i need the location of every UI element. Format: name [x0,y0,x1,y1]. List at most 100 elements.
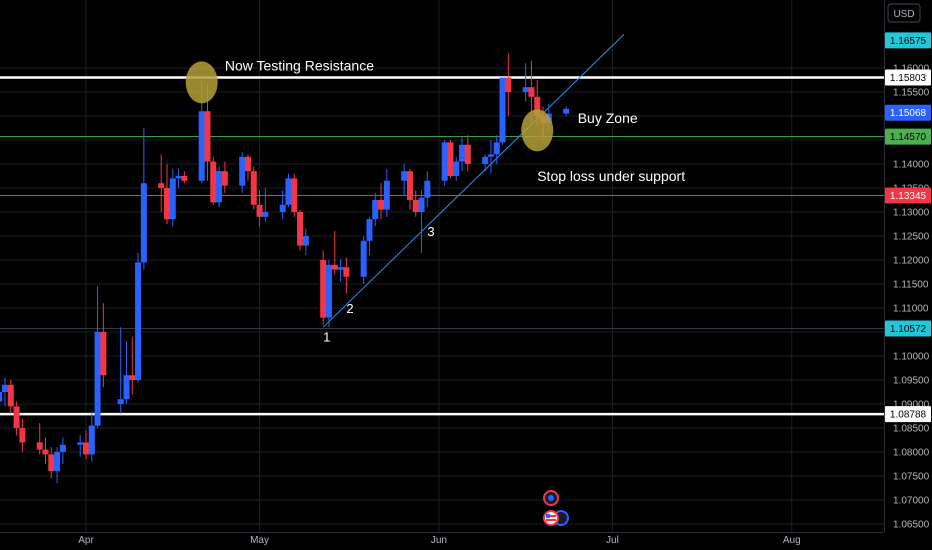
y-tick-label: 1.09000 [893,400,930,411]
candle-body [140,183,147,263]
candle-body [401,171,408,181]
candle-body [528,87,535,97]
candle-body [19,428,26,443]
x-tick-label: Jun [431,535,447,546]
highlight-circles[interactable] [185,61,554,152]
us-flag-icon[interactable] [543,510,569,526]
currency-button[interactable] [887,3,921,23]
candle-body [48,454,55,472]
candle-body [135,262,142,380]
highlight-circle[interactable] [521,109,554,152]
candle-body [482,156,489,164]
y-tick-label: 1.10000 [893,352,930,363]
grid [0,0,884,532]
annotation-text[interactable]: Buy Zone [578,110,638,126]
y-tick-label: 1.16000 [893,64,930,75]
candle-body [7,384,14,407]
candle-body [418,197,425,212]
price-tag-buy-zone [885,128,931,145]
candle-body [169,178,176,220]
candle-body [83,442,89,455]
candle-body [325,264,332,318]
y-tick-label: 1.11000 [893,304,929,315]
candle-body [441,142,448,181]
candle-body [239,156,246,186]
y-tick-label: 1.12000 [893,256,930,267]
candle-body [198,111,205,181]
y-tick-label: 1.15500 [893,88,930,99]
candle-body [378,200,385,210]
highlight-circle[interactable] [185,61,218,104]
y-tick-label: 1.07000 [893,496,930,507]
annotation-text[interactable]: 1 [323,330,330,345]
candle-body [297,212,304,246]
price-tag-support [885,406,931,423]
x-tick-label: May [250,535,269,546]
price-tag-stop-loss [885,187,931,204]
candle-body [210,161,217,203]
candle-body [487,154,494,157]
price-tag-label: 1.08788 [890,410,927,421]
candle-body [250,171,257,205]
candle-body [175,176,182,179]
candle-body [279,204,286,212]
price-tag-label: 1.10572 [890,324,927,335]
candle-body [464,144,471,164]
candle-body [499,77,506,143]
time-axis[interactable]: Apr May Jun Jul Aug [0,532,884,547]
candle-body [424,180,431,198]
annotations[interactable]: Now Testing Resistance Buy Zone Stop loss … [225,57,685,344]
price-tag-label: 1.15803 [890,73,927,84]
price-tag-label: 1.16575 [890,36,927,47]
candle-body [181,176,188,181]
x-tick-label: Apr [78,535,94,546]
candle-body [331,264,338,270]
candle-body [406,171,413,200]
candle-body [262,212,269,217]
candle-body [534,96,541,116]
candle-body [123,375,130,400]
candle-body [453,161,460,176]
candle-body [493,142,500,155]
candle-body [522,87,529,92]
candle-body [117,399,124,404]
candle-body [158,183,165,188]
candle-body [204,111,211,162]
price-tag-cyan [885,32,931,49]
candle-body [343,267,350,277]
annotation-text[interactable]: 3 [427,224,434,239]
candle-body [505,77,512,92]
candle-body [302,236,309,246]
annotation-text[interactable]: Stop loss under support [537,168,685,184]
y-tick-label: 1.08500 [893,424,930,435]
candle-body [447,142,454,176]
price-axis[interactable]: USD 1.160001.155001.150001.145001.140001… [884,0,932,532]
trendline-layer[interactable] [322,34,625,328]
price-tag-label: 1.13345 [890,191,927,202]
y-tick-label: 1.06500 [893,520,930,531]
candle-body [366,219,373,241]
candle-body [383,180,390,210]
candle-body [291,178,298,212]
trendline[interactable] [322,34,625,328]
x-tick-label: Jul [606,535,619,546]
candle-body [320,260,327,318]
annotation-text[interactable]: Now Testing Resistance [225,57,374,73]
horizontal-levels[interactable] [0,76,884,416]
candle-body [459,144,466,162]
event-icons[interactable] [543,490,569,526]
candle-body [337,267,344,270]
economic-event-icon[interactable] [543,490,559,506]
candle-body [285,178,292,205]
y-tick-label: 1.14000 [893,160,930,171]
currency-button-label[interactable]: USD [893,9,914,20]
annotation-text[interactable]: 2 [346,301,353,316]
candle-body [2,384,9,392]
y-tick-label: 1.08000 [893,448,930,459]
candle-body [36,442,43,450]
candle-body [563,108,570,114]
x-tick-label: Aug [783,535,801,546]
price-tag-label: 1.14570 [890,132,927,143]
candle-body [42,449,49,455]
